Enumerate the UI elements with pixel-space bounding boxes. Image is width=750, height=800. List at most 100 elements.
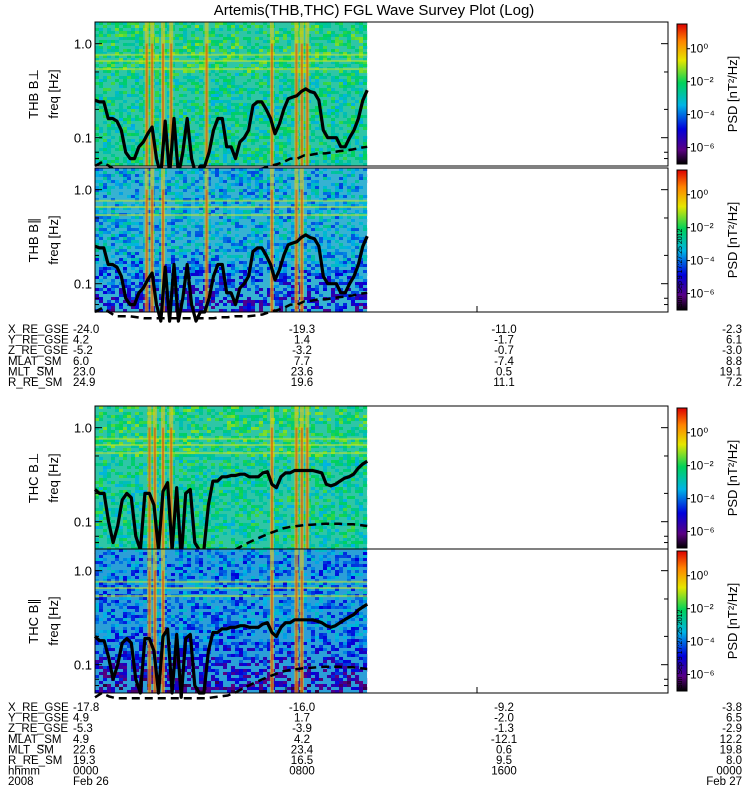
dashed-curve — [94, 522, 368, 557]
orbit-value: 0000 — [73, 766, 99, 778]
orbit-value: -1.3 — [494, 723, 514, 735]
colorbar-label: PSD [nT²/Hz] — [725, 202, 740, 279]
colorbar-label: PSD [nT²/Hz] — [725, 56, 740, 133]
colorbar — [676, 550, 688, 692]
orbit-value: 23.0 — [73, 366, 95, 378]
colorbar-tick-label: 10⁻⁶ — [690, 287, 715, 301]
orbit-value: 4.2 — [294, 734, 310, 746]
orbit-value: -17.8 — [73, 702, 99, 714]
orbit-value: 4.9 — [73, 713, 89, 725]
orbit-row-label: X_RE_GSE — [8, 324, 69, 336]
colorbar — [676, 169, 688, 311]
y-tick-label: 1.0 — [74, 37, 92, 52]
orbit-row-label: MLT_SM — [8, 744, 54, 756]
timestamp: Sun Sep 9 17:27:25 2012 — [677, 609, 684, 689]
orbit-value: 6.5 — [726, 713, 742, 725]
spectrogram-panels: 1.0 0.1 THB B⊥ freq [Hz] 10⁰ 10⁻² 10⁻⁴ 10⁻⁶ PSD … — [26, 21, 740, 700]
orbit-value: 7.7 — [294, 356, 310, 368]
orbit-value: -3.9 — [292, 723, 312, 735]
orbit-value: 8.8 — [726, 356, 742, 368]
orbit-value: 6.0 — [73, 356, 89, 368]
colorbar-tick-label: 10⁻⁴ — [690, 254, 715, 268]
orbit-value: 0.6 — [496, 744, 512, 756]
colorbar-tick-label: 10⁻² — [690, 221, 714, 235]
orbit-value: -3.2 — [292, 345, 312, 357]
orbit-row-label: R_RE_SM — [8, 377, 62, 389]
spectrogram-panel: 1.0 0.1 THC B⊥ freq [Hz] 10⁰ 10⁻² 10⁻⁴ 10⁻⁶ PSD … — [26, 405, 740, 561]
orbit-value: 7.2 — [726, 377, 742, 389]
orbit-value: Feb 26 — [73, 776, 109, 788]
orbit-value: 23.4 — [291, 744, 314, 756]
orbit-value: 19.8 — [720, 744, 742, 756]
orbit-value: 9.5 — [496, 755, 512, 767]
orbit-value: 1.7 — [294, 713, 310, 725]
orbit-value: 4.9 — [73, 734, 89, 746]
spectrogram-panel: 1.0 0.1 THB B⊥ freq [Hz] 10⁰ 10⁻² 10⁻⁴ 10⁻⁶ PSD … — [26, 21, 740, 177]
orbit-value: -2.3 — [722, 324, 742, 336]
panel-label: THB B⊥ — [26, 69, 41, 119]
freq-axis-label: freq [Hz] — [46, 69, 61, 118]
orbit-row-label: X_RE_GSE — [8, 702, 69, 714]
y-tick-label: 1.0 — [74, 421, 92, 436]
colorbar-tick-label: 10⁻² — [690, 459, 714, 473]
freq-axis-label: freq [Hz] — [46, 453, 61, 502]
orbit-row-label: Y_RE_GSE — [8, 713, 69, 725]
orbit-value: -3.8 — [722, 702, 742, 714]
colorbar-tick-label: 10⁻⁴ — [690, 635, 715, 649]
colorbar-tick-label: 10⁻⁶ — [690, 141, 715, 155]
orbit-value: 0000 — [716, 766, 742, 778]
solid-curve — [94, 233, 369, 323]
colorbar-label: PSD [nT²/Hz] — [725, 583, 740, 660]
orbit-value: -16.0 — [289, 702, 315, 714]
orbit-value: -12.1 — [491, 734, 517, 746]
thc-orbit-table: X_RE_GSE -17.8 -16.0 -9.2 -3.8 Y_RE_GSE 4.9 1.7… — [8, 702, 742, 788]
figure-title: Artemis(THB,THC) FGL Wave Survey Plot (L… — [214, 2, 535, 19]
y-tick-label: 1.0 — [74, 183, 92, 198]
orbit-value: -2.9 — [722, 723, 742, 735]
colorbar-tick-label: 10⁻⁶ — [690, 668, 715, 682]
orbit-value: 1600 — [491, 766, 517, 778]
orbit-row-label: R_RE_SM — [8, 755, 62, 767]
y-tick-label: 0.1 — [74, 277, 92, 292]
orbit-value: 22.6 — [73, 744, 95, 756]
orbit-value: 24.9 — [73, 377, 95, 389]
colorbar — [676, 407, 688, 549]
panel-label: THC B⊥ — [26, 453, 41, 503]
y-tick-label: 0.1 — [74, 131, 92, 146]
orbit-value: 0.5 — [496, 366, 512, 378]
orbit-value: 0800 — [289, 766, 315, 778]
dashed-curve — [94, 665, 368, 700]
orbit-row-label: 2008 — [8, 776, 34, 788]
orbit-value: -2.0 — [494, 713, 514, 725]
orbit-row-label: MLT_SM — [8, 366, 54, 378]
orbit-value: 6.1 — [726, 335, 742, 347]
freq-axis-label: freq [Hz] — [46, 215, 61, 264]
orbit-value: 19.1 — [720, 366, 742, 378]
colorbar — [676, 23, 688, 165]
orbit-row-label: MLAT_SM — [8, 734, 61, 746]
orbit-value: Feb 27 — [706, 776, 742, 788]
orbit-row-label: Z_RE_GSE — [8, 723, 68, 735]
timestamp: Sun Sep 9 17:27:25 2012 — [677, 228, 684, 308]
spectrogram-panel: 1.0 0.1 THB B∥ freq [Hz] 10⁰ 10⁻² 10⁻⁴ 10⁻⁶ PSD … — [26, 167, 740, 323]
orbit-value: -11.0 — [491, 324, 516, 336]
orbit-value: -7.4 — [494, 356, 514, 368]
orbit-value: 23.6 — [291, 366, 313, 378]
y-tick-label: 0.1 — [74, 515, 92, 530]
orbit-value: 1.4 — [294, 335, 311, 347]
solid-curve — [94, 87, 369, 177]
orbit-value: -5.3 — [73, 723, 93, 735]
colorbar-tick-label: 10⁻⁶ — [690, 525, 715, 539]
colorbar-tick-label: 10⁰ — [690, 569, 708, 583]
orbit-value: 19.3 — [73, 755, 95, 767]
colorbar-tick-label: 10⁰ — [690, 42, 708, 56]
colorbar-tick-label: 10⁰ — [690, 426, 708, 440]
orbit-row-label: Y_RE_GSE — [8, 335, 69, 347]
colorbar-tick-label: 10⁻² — [690, 602, 714, 616]
colorbar-tick-label: 10⁻⁴ — [690, 492, 715, 506]
orbit-value: -5.2 — [73, 345, 93, 357]
orbit-value: 12.2 — [720, 734, 742, 746]
colorbar-tick-label: 10⁻² — [690, 75, 714, 89]
orbit-value: 16.5 — [291, 755, 313, 767]
